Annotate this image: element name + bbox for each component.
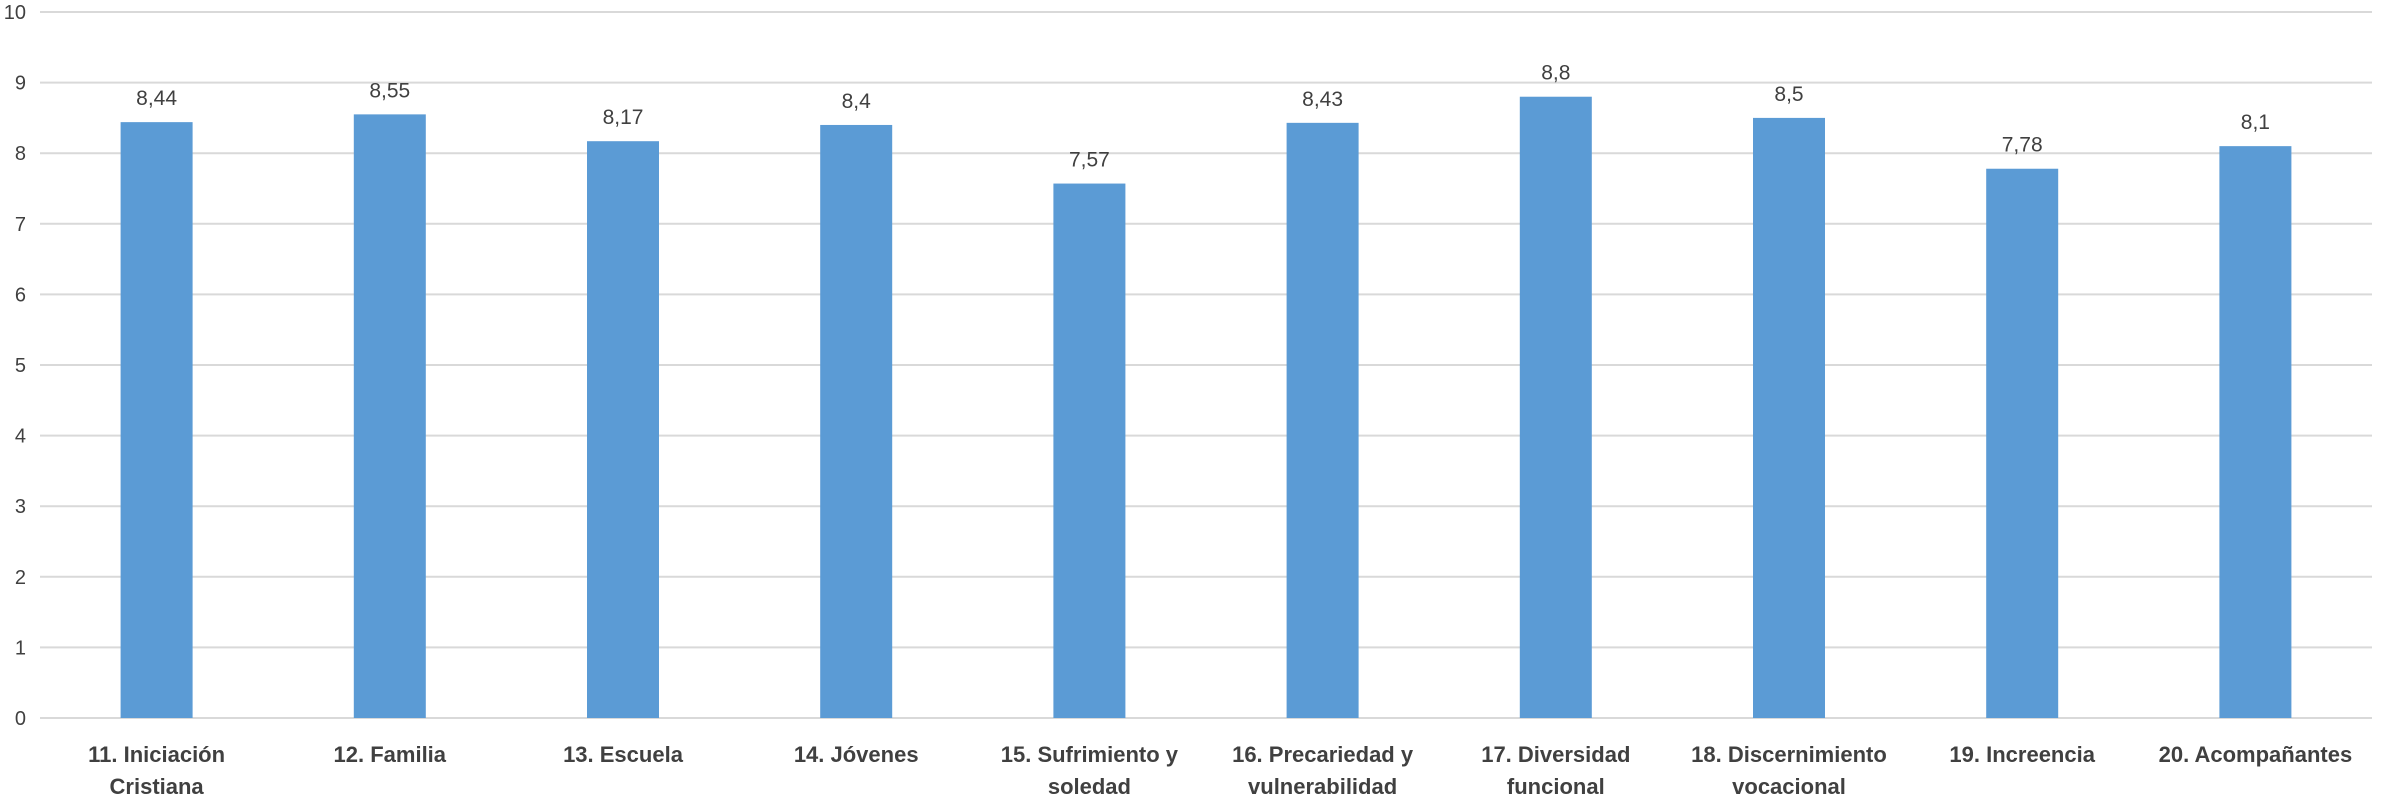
y-tick-label: 2 — [15, 567, 26, 589]
x-tick-label: 14. Jóvenes — [794, 742, 919, 767]
bars — [120, 96, 2292, 719]
data-label: 8,43 — [1302, 88, 1343, 111]
x-tick-label: 15. Sufrimiento y — [1001, 742, 1179, 767]
x-tick-label: vocacional — [1732, 774, 1846, 798]
y-tick-label: 5 — [15, 355, 26, 377]
data-label: 8,8 — [1541, 62, 1570, 85]
x-tick-label: 11. Iniciación — [88, 742, 225, 767]
bar — [1753, 117, 1825, 718]
data-label: 8,44 — [136, 87, 177, 110]
y-tick-label: 4 — [15, 426, 26, 448]
y-tick-label: 9 — [15, 73, 26, 95]
x-tick-label: Cristiana — [110, 774, 205, 798]
x-axis-labels: 11. Iniciación Cristiana 12. Familia 13. Es… — [88, 742, 2353, 799]
x-tick-label: 19. Increencia — [1949, 742, 2095, 767]
data-label: 8,55 — [369, 79, 410, 102]
gridlines — [40, 11, 2372, 719]
data-label: 7,78 — [2002, 134, 2043, 157]
data-label: 8,1 — [2241, 111, 2270, 134]
y-tick-label: 10 — [4, 2, 26, 24]
y-axis-ticks: 0 1 2 3 4 5 6 7 8 9 10 — [4, 2, 26, 730]
x-tick-label: funcional — [1507, 774, 1605, 798]
data-label: 8,17 — [603, 106, 644, 129]
x-tick-label: soledad — [1048, 774, 1131, 798]
x-tick-label: 17. Diversidad — [1481, 742, 1630, 767]
bar — [120, 122, 193, 719]
data-labels: 8,44 8,55 8,17 8,4 7,57 8,43 8,8 8,5 7,78 8,1 — [136, 62, 2270, 172]
y-tick-label: 6 — [15, 284, 26, 306]
bar — [587, 141, 659, 718]
bar — [1286, 122, 1359, 719]
x-tick-label: vulnerabilidad — [1248, 774, 1397, 798]
y-tick-label: 8 — [15, 143, 26, 165]
bar — [2219, 146, 2292, 718]
bar — [820, 124, 893, 718]
data-label: 7,57 — [1069, 149, 1110, 172]
bar — [1519, 96, 1592, 719]
x-tick-label: 13. Escuela — [563, 742, 684, 767]
bar — [1053, 183, 1126, 719]
bar — [353, 114, 426, 719]
data-label: 8,4 — [842, 90, 872, 113]
x-tick-label: 12. Familia — [334, 742, 447, 767]
y-tick-label: 7 — [15, 214, 26, 236]
y-tick-label: 1 — [15, 637, 26, 659]
y-tick-label: 3 — [15, 496, 26, 518]
y-tick-label: 0 — [15, 708, 26, 730]
x-tick-label: 16. Precariedad y — [1232, 742, 1414, 767]
x-tick-label: 20. Acompañantes — [2159, 742, 2353, 767]
x-tick-label: 18. Discernimiento — [1691, 742, 1887, 767]
bar — [1986, 168, 2059, 718]
data-label: 8,5 — [1774, 83, 1803, 106]
